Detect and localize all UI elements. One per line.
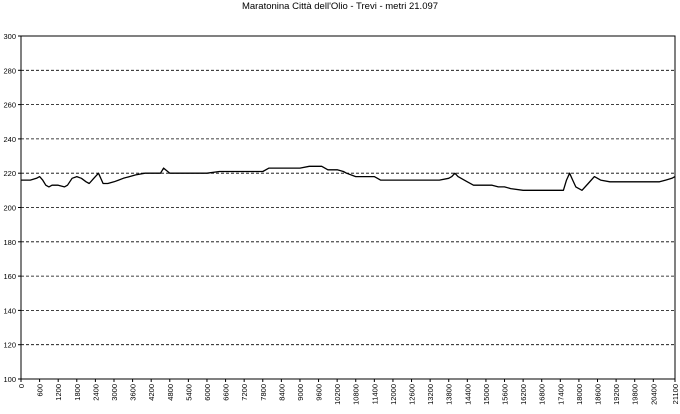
x-tick-label: 11400 <box>370 384 379 404</box>
y-axis: 100 120 140 160 180 200 220 240 260 280 300 <box>3 32 21 384</box>
y-tick-label: 120 <box>3 341 16 350</box>
x-tick-label: 14400 <box>463 384 472 405</box>
x-tick-label: 10200 <box>333 384 342 405</box>
y-tick-label: 300 <box>3 32 16 41</box>
x-tick-label: 12600 <box>408 384 417 405</box>
x-tick-label: 0 <box>17 384 26 388</box>
y-tick-label: 280 <box>3 66 16 75</box>
x-tick-label: 17400 <box>556 384 565 405</box>
x-tick-label: 16800 <box>538 384 547 405</box>
x-tick-label: 9000 <box>296 384 305 401</box>
series-layer <box>21 165 676 191</box>
x-tick-label: 15600 <box>501 384 510 405</box>
x-tick-label: 5400 <box>184 384 193 401</box>
x-tick-label: 1200 <box>54 384 63 401</box>
x-tick-label: 2400 <box>91 384 100 401</box>
x-tick-label: 10800 <box>352 384 361 405</box>
x-tick-label: 7200 <box>240 384 249 401</box>
y-tick-label: 100 <box>3 375 16 384</box>
x-tick-label: 18600 <box>594 384 603 405</box>
chart-title: Maratonina Città dell'Olio - Trevi - met… <box>242 1 438 12</box>
x-tick-label: 4800 <box>166 384 175 401</box>
x-tick-label: 13800 <box>445 384 454 405</box>
x-tick-label: 12000 <box>389 384 398 405</box>
y-tick-label: 220 <box>3 169 16 178</box>
y-tick-label: 200 <box>3 204 16 213</box>
x-tick-label: 6600 <box>222 384 231 401</box>
x-tick-label: 3600 <box>129 384 138 401</box>
x-tick-label: 16200 <box>519 384 528 405</box>
x-tick-label: 9600 <box>315 384 324 401</box>
y-tick-label: 160 <box>3 272 16 281</box>
x-tick-label: 3000 <box>110 384 119 401</box>
elevation-line <box>21 165 676 191</box>
x-tick-label: 13200 <box>426 384 435 405</box>
x-tick-label: 18000 <box>575 384 584 405</box>
x-tick-label: 15000 <box>482 384 491 405</box>
x-tick-label: 6000 <box>203 384 212 401</box>
y-tick-label: 180 <box>3 238 16 247</box>
x-tick-label: 19200 <box>612 384 621 405</box>
x-tick-label: 1800 <box>73 384 82 401</box>
x-tick-label: 7800 <box>259 384 268 401</box>
gridlines <box>21 69 675 346</box>
y-tick-label: 140 <box>3 306 16 315</box>
y-tick-label: 240 <box>3 135 16 144</box>
x-tick-label: 21100 <box>671 384 680 404</box>
x-tick-label: 4200 <box>147 384 156 401</box>
x-tick-label: 8400 <box>277 384 286 401</box>
y-tick-label: 260 <box>3 101 16 110</box>
x-tick-label: 20400 <box>649 384 658 405</box>
x-axis: 0 600 1200 1800 2400 3000 3600 4200 4800 5400 6000… <box>17 379 680 405</box>
x-tick-label: 600 <box>36 384 45 397</box>
x-tick-label: 19800 <box>631 384 640 405</box>
